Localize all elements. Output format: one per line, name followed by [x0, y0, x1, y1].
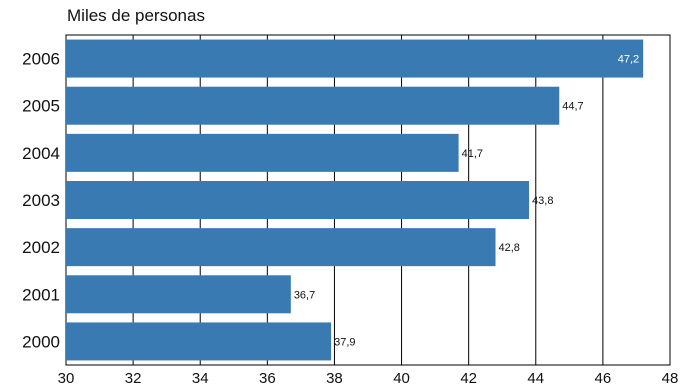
bar-2006: [66, 39, 644, 78]
bar-2001: [66, 275, 291, 314]
x-tick-label: 38: [326, 370, 343, 387]
chart-title: Miles de personas: [67, 6, 205, 25]
x-tick-label: 36: [259, 370, 276, 387]
data-label: 43,8: [532, 195, 553, 207]
y-tick-label: 2003: [22, 191, 60, 210]
data-label: 36,7: [294, 289, 315, 301]
bar-2005: [66, 86, 560, 125]
bar-2002: [66, 228, 496, 267]
data-label: 41,7: [462, 148, 483, 160]
x-tick-label: 40: [393, 370, 410, 387]
x-tick-label: 46: [595, 370, 612, 387]
x-tick-label: 42: [460, 370, 477, 387]
x-tick-label: 44: [527, 370, 544, 387]
x-tick-label: 30: [58, 370, 75, 387]
data-label: 47,2: [618, 54, 639, 66]
bar-2004: [66, 133, 459, 172]
data-label: 37,9: [334, 336, 355, 348]
y-tick-label: 2002: [22, 238, 60, 257]
data-label: 42,8: [499, 242, 520, 254]
bar-2003: [66, 181, 530, 219]
y-tick-label: 2004: [22, 144, 60, 163]
y-tick-label: 2006: [22, 50, 60, 69]
x-tick-label: 34: [192, 370, 209, 387]
x-tick-label: 48: [662, 370, 679, 387]
y-tick-label: 2001: [22, 285, 60, 304]
y-tick-label: 2000: [22, 332, 60, 351]
data-label: 44,7: [562, 101, 583, 113]
y-tick-label: 2005: [22, 97, 60, 116]
bar-2000: [66, 322, 332, 361]
x-tick-label: 32: [125, 370, 142, 387]
